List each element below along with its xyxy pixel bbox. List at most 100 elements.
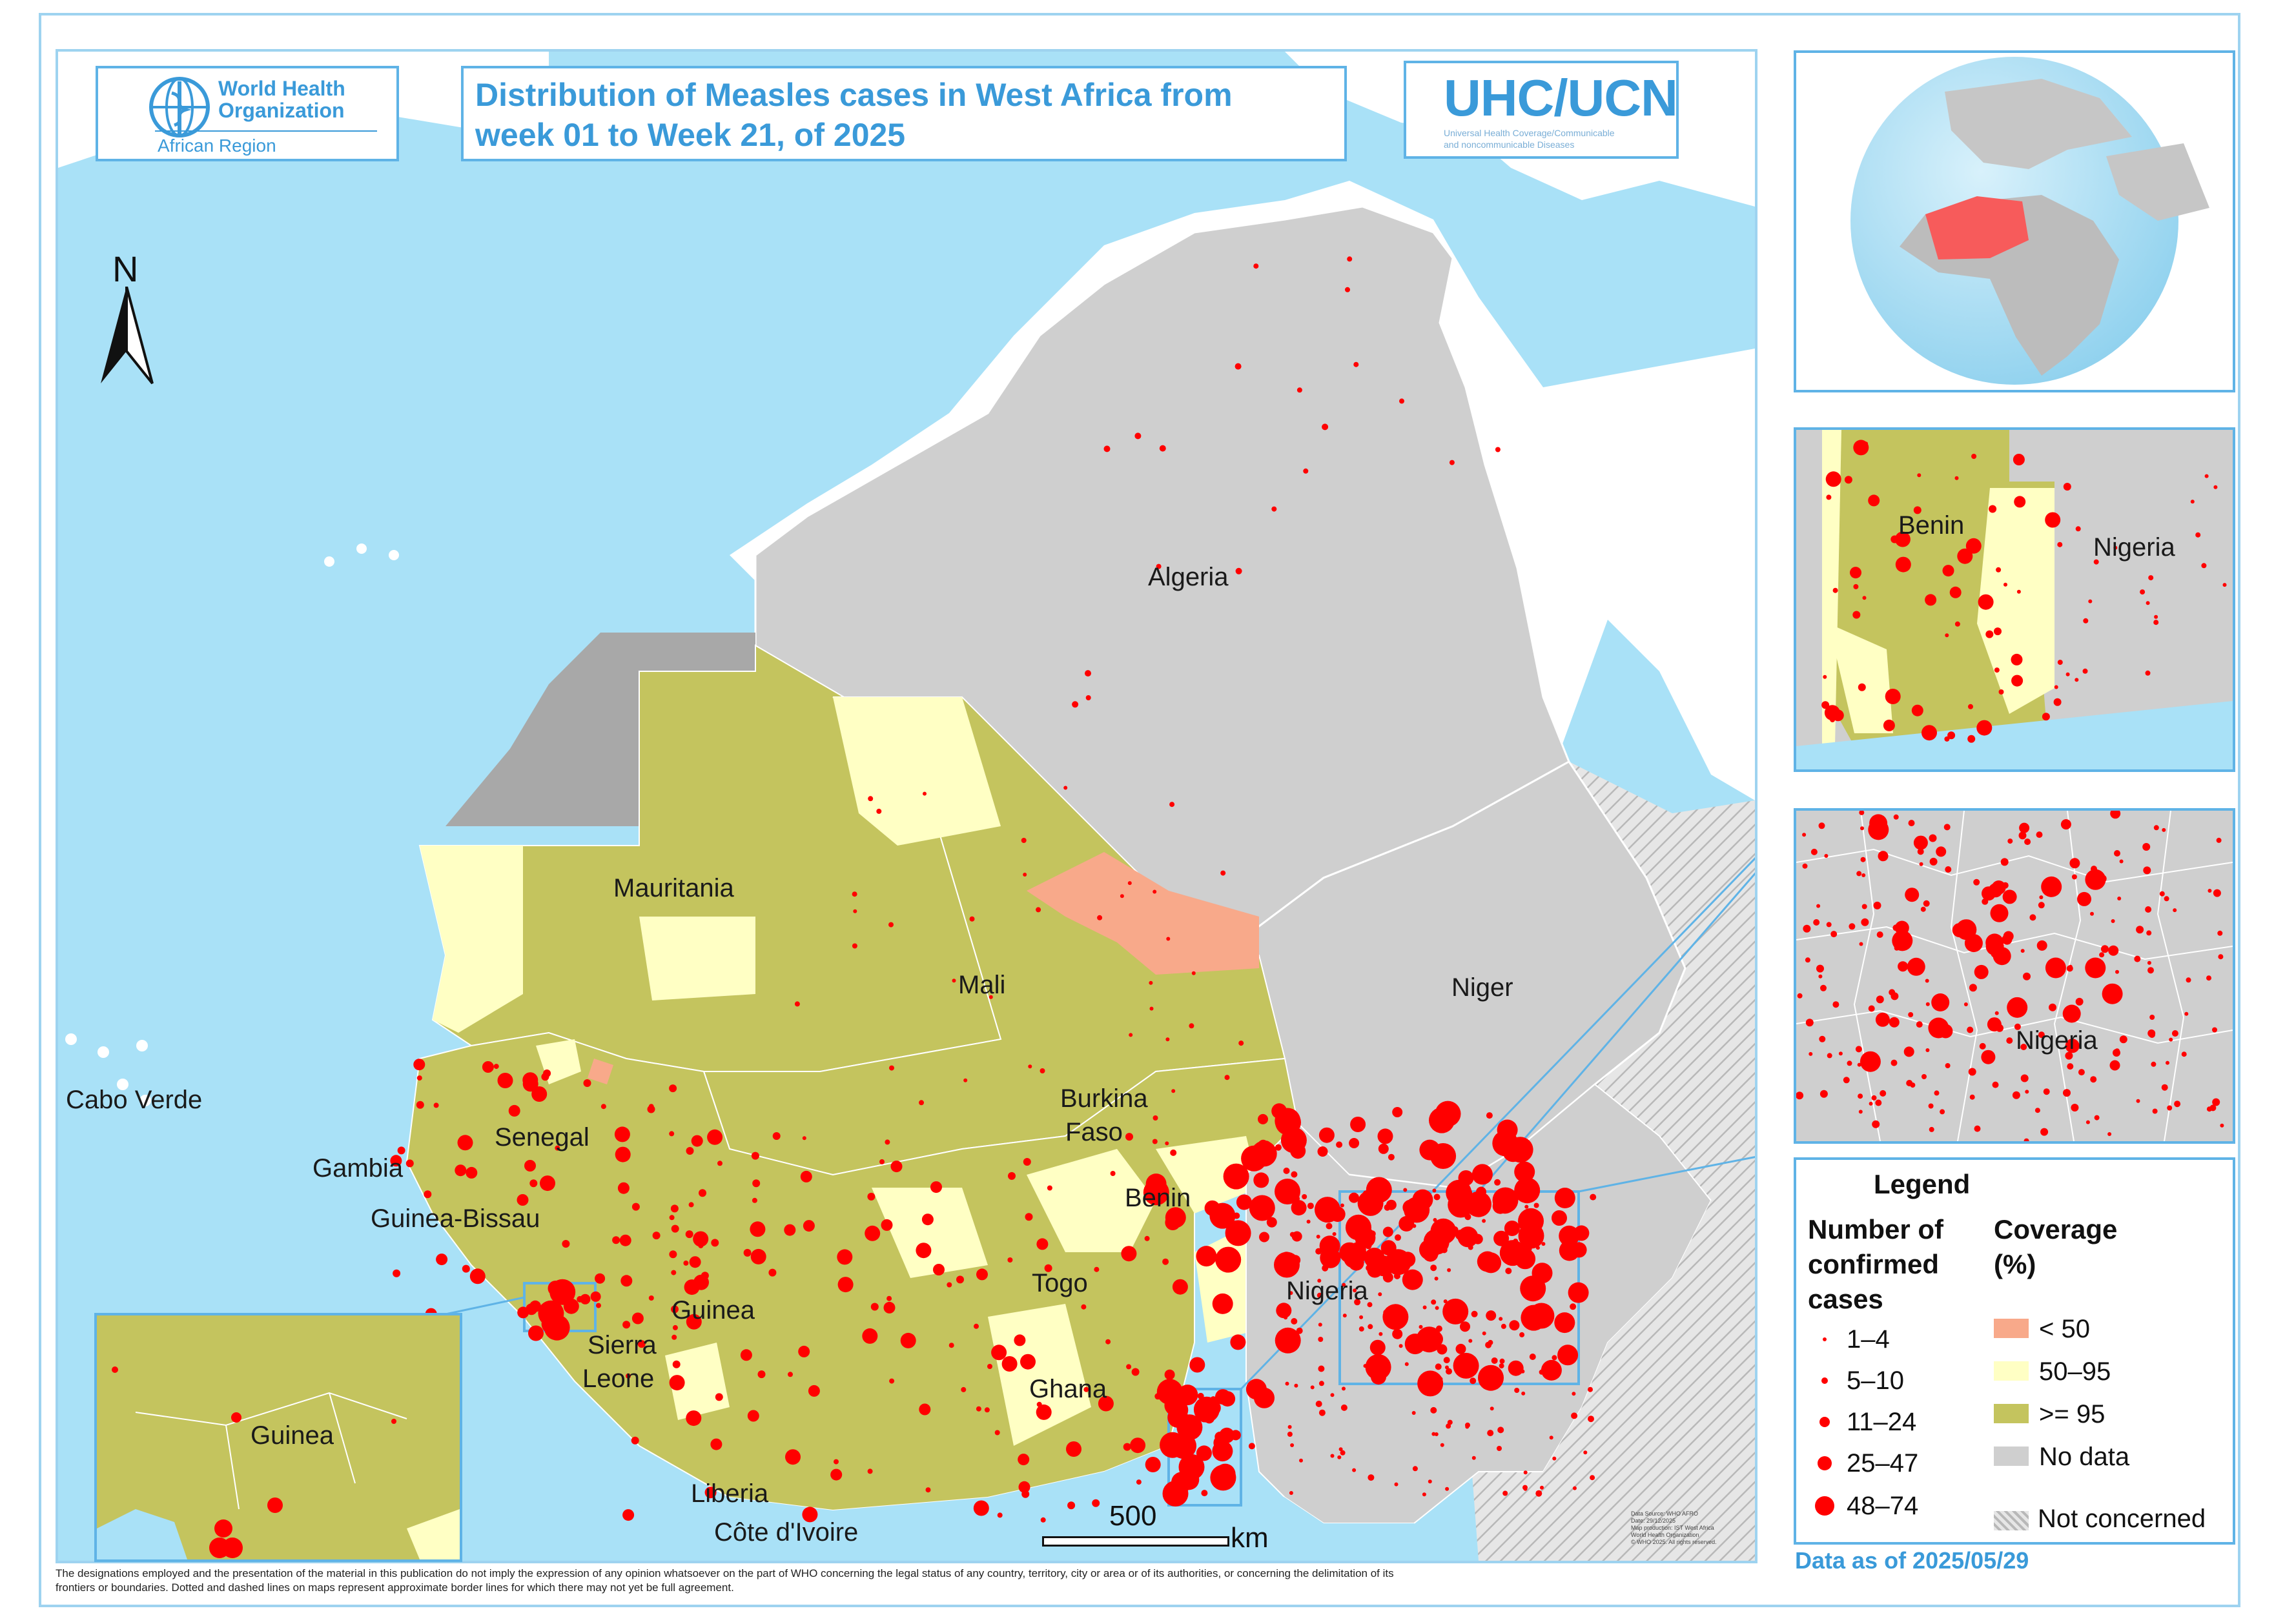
case-dot [1382,1226,1393,1237]
case-dot [1153,889,1157,894]
case-dot [528,1325,544,1341]
benin-inset-coverage-mid [1829,624,1893,733]
case-dot [2002,934,2013,945]
case-dot [2145,670,2151,676]
case-dot [1378,1143,1389,1154]
case-dot [1394,1482,1399,1487]
case-dot [1189,1357,1205,1373]
case-dot [1191,971,1196,975]
case-dot [1809,1051,1813,1056]
case-dot [1453,1352,1479,1379]
case-dot [1849,923,1856,930]
case-dot [405,1159,414,1168]
case-dot [1868,494,1880,507]
case-dot [1395,1234,1401,1241]
case-dot [619,1234,631,1246]
case-dot [1583,1450,1588,1455]
case-dot [2184,1011,2189,1016]
case-dot [2066,965,2073,972]
case-dot [1066,1441,1081,1457]
case-dot [1083,1386,1089,1392]
case-dot [1144,1235,1150,1241]
case-dot [1290,1443,1295,1447]
case-dot [1354,1299,1361,1306]
case-dot [1214,1463,1236,1485]
nigeria-inset[interactable]: Nigeria [1794,808,2235,1144]
globe-asia [2106,143,2209,221]
case-dot [1337,1455,1342,1459]
case-dot [1925,1002,1930,1006]
case-dot [1315,1197,1340,1223]
case-dot [933,1264,945,1275]
case-dot [1230,1334,1246,1350]
country-label-faso: Faso [1065,1118,1123,1146]
case-dot [1917,848,1924,855]
case-dot [1177,1385,1198,1406]
case-dot [2054,685,2058,689]
uhc-subtitle-1: Universal Health Coverage/Communicable [1444,128,1615,138]
case-dot [1894,531,1911,547]
case-dot [540,1175,555,1192]
case-dot [2113,1049,2120,1057]
case-dot [1197,1400,1204,1407]
legend-dot-25-47 [1818,1456,1832,1470]
case-dot [2085,1120,2090,1124]
case-dot [1908,820,1915,827]
case-dot [1432,1188,1437,1193]
benin-inset[interactable]: Benin Nigeria [1794,427,2235,772]
case-dot [1303,468,1309,474]
case-dot [1928,1103,1934,1109]
case-dot [1422,1246,1439,1262]
case-dot [1910,1082,1916,1088]
case-dot [2146,601,2150,605]
case-dot [1857,1062,1861,1067]
case-dot [2108,945,2119,956]
case-dot [2161,1084,2168,1091]
case-dot [1919,862,1923,866]
mali-east-coverage-low [1027,852,1259,975]
case-dot [1291,1318,1298,1325]
case-dot [1020,1354,1036,1370]
case-dot [2039,895,2044,900]
who-emblem-icon [149,77,210,137]
cameroon-not-concerned [1517,1188,1755,1561]
case-dot [112,1366,118,1373]
sierra-leone-coverage-mid [665,1343,730,1420]
case-dot [1318,1409,1326,1416]
legend-swatch-low [1994,1319,2029,1338]
case-dot [837,1249,853,1265]
case-dot [1443,1357,1450,1364]
case-dot [1440,1443,1444,1447]
case-dot [631,1203,640,1211]
case-dot [1570,1303,1577,1310]
case-dot [2212,1098,2220,1106]
guinea-inset[interactable]: Guinea [94,1313,462,1562]
case-dot [2107,1132,2112,1136]
case-dot [1921,1074,1927,1079]
case-dot [637,1340,646,1348]
case-dots-nigeria-inset [1796,811,2224,1141]
case-dot [852,891,857,897]
main-map[interactable] [56,49,1757,1563]
case-dot [1001,1356,1018,1372]
case-dot [1302,1194,1307,1199]
case-dot [1326,1223,1333,1230]
case-dot [1936,846,1947,857]
case-dot [1468,1339,1473,1343]
case-dot [1572,1392,1576,1396]
case-dot [1136,1479,1142,1485]
legend-dot-48-74 [1815,1496,1834,1516]
case-dot [1008,1172,1016,1180]
case-dot [1392,1107,1403,1117]
mauritania-south-coverage-mid [639,917,755,1000]
country-label-ghana: Ghana [1029,1375,1107,1403]
legend-case-class: 48–74 [1847,1492,1919,1520]
case-dot [1014,1334,1026,1346]
case-dot [2111,919,2115,923]
case-dot [870,1303,879,1311]
case-dot [925,1487,931,1493]
case-dot [1253,263,1259,269]
case-dot [1275,1327,1301,1354]
case-dot [1514,1161,1535,1182]
case-dots-main [390,256,1597,1523]
